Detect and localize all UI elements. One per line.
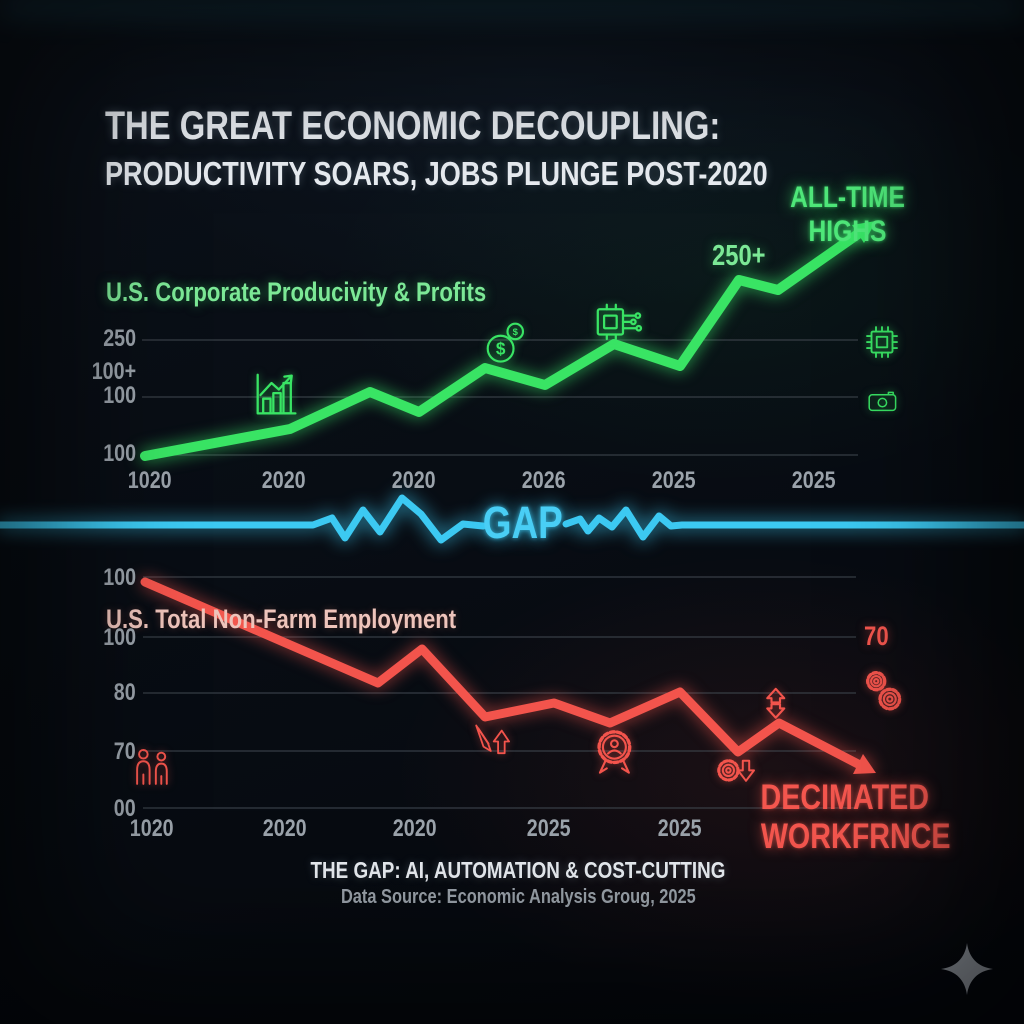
tick-label: 2026 <box>522 467 566 494</box>
all-time-highs-text: ALL-TIME HIGHS <box>790 181 905 248</box>
tick-label: 2020 <box>392 467 436 494</box>
tick-label: 2025 <box>527 815 571 842</box>
bottom-chart-title-text: U.S. Total Non-Farm Employment <box>106 604 457 634</box>
up-arrowhead-icon <box>852 221 876 243</box>
gear-down-arrow-icon <box>717 759 756 782</box>
tick-label: 2025 <box>792 467 836 494</box>
top-chart-title: U.S. Corporate Producivity & Profits <box>106 277 570 308</box>
employment-line <box>140 577 876 774</box>
data-source-text: Data Source: Economic Analysis Groug, 20… <box>340 886 696 908</box>
bar-growth-icon <box>256 373 297 415</box>
productivity-polyline <box>140 229 863 461</box>
top-x-tick: 2020 <box>369 467 459 495</box>
main-title-line2: PRODUCTIVITY SOARS, JOBS PLUNGE POST-202… <box>105 155 913 193</box>
annotation-line1: DECIMATED <box>760 778 930 817</box>
bottom-x-tick: 2020 <box>370 815 460 843</box>
top-x-tick: 2026 <box>499 467 589 495</box>
data-source: Data Source: Economic Analysis Groug, 20… <box>258 886 778 909</box>
top-y-tick: 250 <box>52 325 136 353</box>
two-people-icon <box>136 748 168 785</box>
peak-value-text: 250+ <box>712 240 766 272</box>
tick-label: 100 <box>103 624 136 651</box>
employment-polyline <box>140 577 863 769</box>
gap-label: GAP <box>458 497 588 549</box>
tick-label: 1020 <box>128 467 172 494</box>
gap-divider-line <box>0 494 1024 544</box>
tick-label: 2025 <box>658 815 702 842</box>
cpu-chip-icon <box>866 326 898 358</box>
top-chart-icons: $ $ <box>256 303 898 415</box>
tick-label: 100 <box>103 382 136 409</box>
person-badge-gear-icon <box>597 730 632 774</box>
tick-label: 1020 <box>130 815 174 842</box>
footer-caption-text: THE GAP: AI, AUTOMATION & COST-CUTTING <box>310 857 726 883</box>
main-title-line1: THE GREAT ECONOMIC DECOUPLING: <box>105 104 855 149</box>
dollar-glyph: $ <box>496 339 506 359</box>
all-time-highs-annotation: ALL-TIME HIGHS <box>730 181 965 249</box>
sparkle-icon <box>941 943 993 995</box>
top-chart-title-text: U.S. Corporate Producivity & Profits <box>106 277 487 307</box>
top-x-tick: 2020 <box>239 467 329 495</box>
bottom-y-tick: 00 <box>52 795 136 823</box>
tick-label: 100 <box>103 564 136 591</box>
bottom-right-axis-value: 70 <box>864 621 894 652</box>
bottom-x-tick: 1020 <box>107 815 197 843</box>
footer-caption: THE GAP: AI, AUTOMATION & COST-CUTTING <box>258 857 778 884</box>
top-y-tick: 100+ <box>52 358 136 386</box>
tick-label: 00 <box>114 795 136 822</box>
dollar-coins-icon: $ $ <box>486 322 525 363</box>
tick-label: 100+ <box>91 358 136 385</box>
tick-label: 70 <box>114 738 136 765</box>
down-arrowhead-icon <box>853 754 876 774</box>
tick-label: 2020 <box>393 815 437 842</box>
up-down-arrow-icon <box>766 687 786 719</box>
top-chart-gridlines <box>142 339 858 456</box>
divider-glow <box>0 0 1024 12</box>
gap-divider-right <box>562 506 1024 541</box>
bottom-chart-icons <box>136 671 902 785</box>
tick-label: 2025 <box>652 467 696 494</box>
bottom-y-tick: 100 <box>52 564 136 592</box>
gap-divider-left <box>0 494 487 544</box>
camera-icon <box>868 391 897 412</box>
circuit-chip-icon <box>596 303 643 341</box>
tick-label: 100 <box>103 440 136 467</box>
bottom-chart-title: U.S. Total Non-Farm Employment <box>106 604 533 635</box>
bottom-y-tick: 100 <box>52 624 136 652</box>
bottom-x-tick: 2020 <box>240 815 330 843</box>
decimated-workforce-annotation: DECIMATED WORKFRNCE <box>740 778 951 856</box>
productivity-line <box>140 221 876 461</box>
tick-label: 80 <box>114 679 136 706</box>
top-y-tick: 100 <box>52 382 136 410</box>
double-gear-icon <box>866 671 902 711</box>
top-x-tick: 1020 <box>105 467 195 495</box>
tick-label: 250 <box>103 325 136 352</box>
tick-label: 70 <box>864 621 889 651</box>
tick-label: 2020 <box>262 467 306 494</box>
peak-value-label: 250+ <box>712 240 777 273</box>
main-title-line2-text: PRODUCTIVITY SOARS, JOBS PLUNGE POST-202… <box>105 155 768 192</box>
bottom-x-tick: 2025 <box>635 815 725 843</box>
top-x-tick: 2025 <box>769 467 859 495</box>
main-title-line1-text: THE GREAT ECONOMIC DECOUPLING: <box>105 104 721 148</box>
annotation-line2: WORKFRNCE <box>760 817 951 856</box>
top-x-tick: 2025 <box>629 467 719 495</box>
pencil-up-arrow-icon <box>475 724 510 755</box>
bottom-y-tick: 80 <box>52 679 136 707</box>
bottom-y-tick: 70 <box>52 738 136 766</box>
top-y-tick: 100 <box>52 440 136 468</box>
bottom-x-tick: 2025 <box>504 815 594 843</box>
dollar-glyph: $ <box>513 327 519 338</box>
gap-label-text: GAP <box>483 497 563 548</box>
tick-label: 2020 <box>263 815 307 842</box>
